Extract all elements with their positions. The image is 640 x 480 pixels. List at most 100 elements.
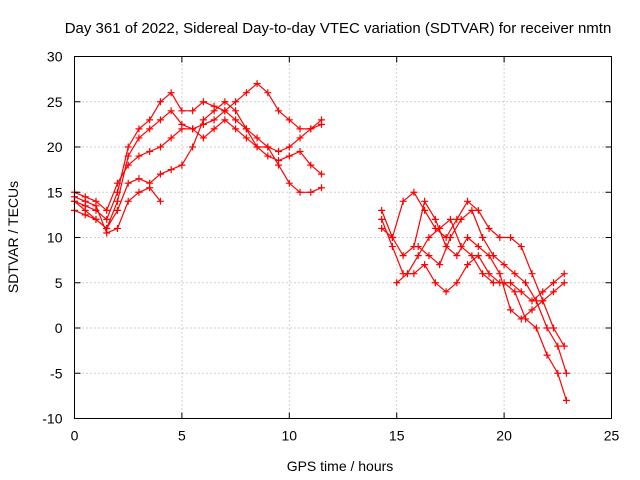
- data-point: [489, 252, 497, 260]
- data-point: [485, 270, 493, 278]
- x-axis-label: GPS time / hours: [287, 458, 394, 474]
- data-point: [479, 234, 487, 241]
- data-point: [511, 270, 519, 278]
- data-point: [554, 369, 562, 377]
- data-point: [517, 288, 525, 296]
- data-point: [500, 261, 508, 269]
- data-point: [399, 197, 407, 205]
- data-point: [560, 342, 568, 350]
- data-point: [156, 170, 164, 178]
- data-point: [81, 206, 89, 214]
- data-point: [378, 224, 386, 232]
- x-tick-label: 5: [178, 428, 186, 444]
- data-point: [296, 125, 304, 133]
- data-point: [135, 134, 143, 142]
- series-track-10: [414, 206, 570, 377]
- data-point: [446, 234, 454, 241]
- data-point: [103, 206, 111, 214]
- data-point: [189, 143, 197, 151]
- data-point: [550, 288, 558, 296]
- data-point: [464, 234, 472, 241]
- data-point: [135, 125, 143, 133]
- y-tick-label: 5: [55, 275, 63, 291]
- data-point: [167, 134, 175, 142]
- data-point: [232, 98, 240, 106]
- data-point: [550, 279, 558, 287]
- data-point: [318, 120, 326, 128]
- data-point: [436, 224, 444, 232]
- series-line: [73, 110, 323, 229]
- y-tick-label: 30: [47, 49, 63, 65]
- data-point: [318, 170, 326, 178]
- data-point: [285, 152, 293, 160]
- data-point: [135, 188, 143, 196]
- data-point: [307, 188, 315, 196]
- data-point: [113, 179, 121, 187]
- data-point: [103, 215, 111, 223]
- data-point: [393, 279, 401, 287]
- y-tick-label: 0: [55, 320, 63, 336]
- data-point: [500, 279, 508, 287]
- data-point: [378, 215, 386, 223]
- data-point: [421, 261, 429, 269]
- chart-title: Day 361 of 2022, Sidereal Day-to-day VTE…: [65, 20, 612, 37]
- data-point: [464, 261, 472, 269]
- data-point: [167, 166, 175, 174]
- data-point: [124, 143, 132, 151]
- data-point: [189, 125, 197, 133]
- data-point: [285, 116, 293, 124]
- data-point: [522, 315, 530, 323]
- data-point: [296, 134, 304, 142]
- data-point: [421, 206, 429, 214]
- data-point: [264, 143, 272, 151]
- data-point: [414, 252, 422, 260]
- data-point: [264, 152, 272, 160]
- data-point: [146, 125, 154, 133]
- data-point: [275, 107, 283, 115]
- data-point: [468, 252, 476, 260]
- data-point: [156, 98, 164, 106]
- data-point: [532, 324, 540, 332]
- data-point: [532, 297, 540, 305]
- data-point: [275, 157, 283, 165]
- data-point: [113, 197, 121, 205]
- data-point: [539, 288, 547, 296]
- data-point: [543, 351, 551, 359]
- data-point: [253, 80, 261, 88]
- data-point: [496, 234, 504, 241]
- y-tick-label: 20: [47, 139, 63, 155]
- data-point: [221, 98, 229, 106]
- y-tick-label: 10: [47, 230, 63, 246]
- data-point: [124, 161, 132, 169]
- series-track-9: [393, 215, 570, 404]
- x-tick-label: 0: [71, 428, 79, 444]
- data-point: [178, 107, 186, 115]
- data-point: [410, 188, 418, 196]
- data-point: [264, 89, 272, 97]
- data-point: [410, 270, 418, 278]
- data-point: [539, 297, 547, 305]
- data-point: [528, 270, 536, 278]
- data-point: [388, 234, 396, 241]
- data-point: [560, 270, 568, 278]
- data-point: [232, 116, 240, 124]
- series-line: [73, 101, 323, 229]
- data-point: [442, 288, 450, 296]
- data-point: [436, 261, 444, 269]
- data-point: [178, 125, 186, 133]
- series-track-3: [71, 80, 326, 214]
- data-point: [507, 279, 515, 287]
- y-tick-label: 25: [47, 94, 63, 110]
- x-tick-label: 15: [389, 428, 405, 444]
- data-point: [457, 243, 465, 251]
- data-point: [425, 252, 433, 260]
- data-point: [307, 125, 315, 133]
- data-point: [489, 279, 497, 287]
- data-point: [199, 98, 207, 106]
- data-point: [113, 206, 121, 214]
- data-point: [425, 234, 433, 241]
- data-point: [453, 252, 461, 260]
- data-point: [221, 107, 229, 115]
- data-point: [253, 143, 261, 151]
